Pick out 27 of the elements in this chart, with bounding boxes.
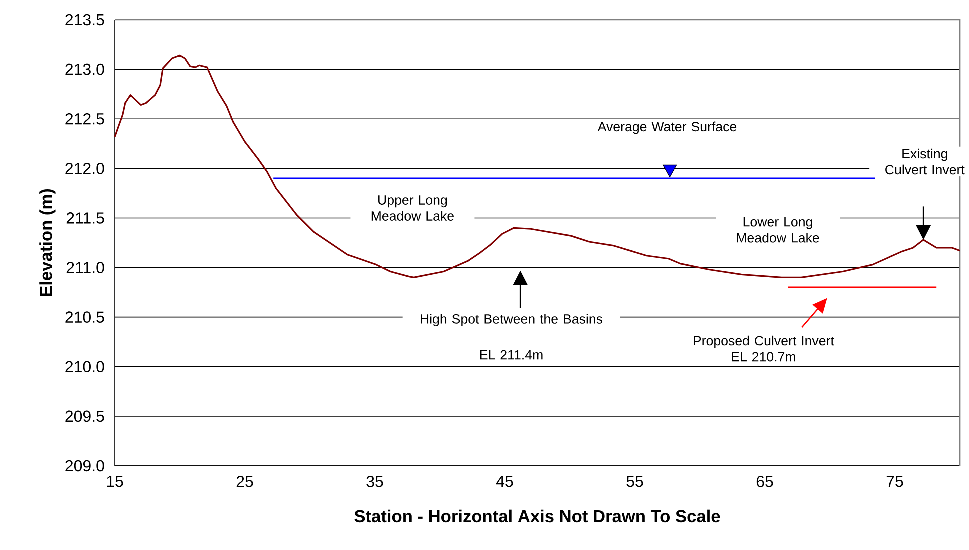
y-tick-label: 212.5	[66, 113, 104, 125]
annotation: Average Water Surface	[598, 122, 737, 134]
x-tick-label: 15	[107, 476, 124, 488]
y-tick-label: 211.5	[66, 212, 104, 224]
x-tick-label: 55	[626, 476, 644, 488]
y-tick-label: 213.0	[66, 64, 104, 76]
y-tick-label: 210.0	[66, 361, 104, 373]
y-axis-title: Elevation (m)	[40, 189, 56, 296]
annotation: EL 210.7m	[732, 352, 796, 362]
annotation: Existing Culvert Invert	[886, 148, 965, 175]
annotation: Proposed Culvert Invert	[694, 336, 834, 348]
x-axis-title: Station - Horizontal Axis Not Drawn To Scale	[354, 510, 720, 523]
x-tick-label: 35	[366, 476, 384, 488]
y-tick-label: 210.5	[66, 312, 104, 323]
annotation: Upper Long Meadow Lake	[372, 196, 454, 221]
x-tick-label: 45	[496, 476, 514, 488]
y-tick-label: 213.5	[66, 14, 104, 26]
x-tick-label: 25	[236, 476, 254, 488]
x-tick-label: 65	[756, 476, 774, 488]
annotation: High Spot Between the Basins	[421, 314, 603, 327]
x-tick-label: 75	[886, 476, 904, 488]
y-tick-label: 212.0	[66, 163, 104, 174]
annotation: EL 211.4m	[480, 350, 543, 360]
y-tick-label: 211.0	[66, 262, 104, 274]
y-tick-label: 209.0	[66, 460, 104, 472]
y-tick-label: 209.5	[66, 410, 104, 422]
annotation: Lower Long Meadow Lake	[737, 217, 820, 243]
